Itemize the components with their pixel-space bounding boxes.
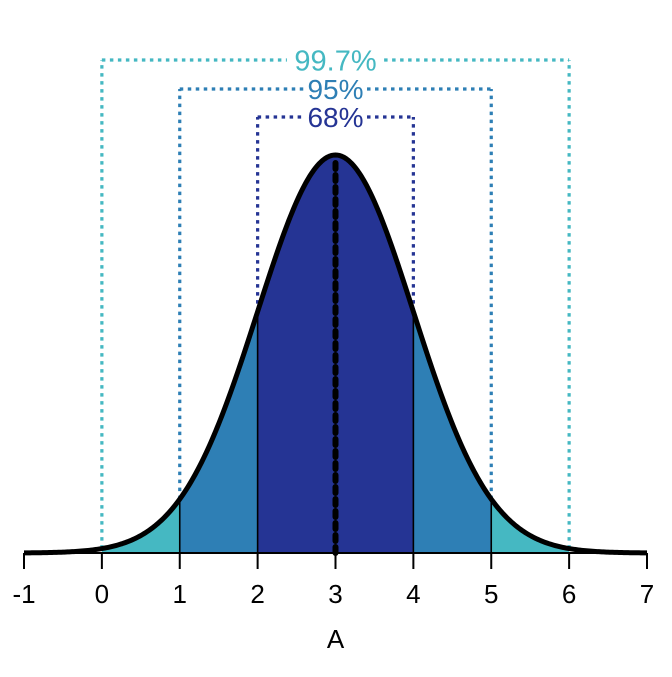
x-axis-label: A <box>327 624 345 654</box>
x-tick-label-4: 4 <box>406 579 420 609</box>
interval-bracket-layer: 99.7%95%68% <box>100 45 571 549</box>
density-curve <box>23 152 648 556</box>
x-tick-label-0: 0 <box>95 579 109 609</box>
interval-label-99-7pct: 99.7% <box>294 45 376 77</box>
x-tick-label-1: 1 <box>173 579 187 609</box>
boundary-line-layer <box>178 311 493 553</box>
x-tick-label--1: -1 <box>12 579 35 609</box>
interval-label-95pct: 95% <box>307 74 363 105</box>
x-tick-label-3: 3 <box>328 579 342 609</box>
x-tick-label-5: 5 <box>484 579 498 609</box>
x-axis: -1 0 1 2 3 4 5 6 7 <box>12 552 654 609</box>
x-tick-label-6: 6 <box>562 579 576 609</box>
interval-label-68pct: 68% <box>307 102 363 133</box>
x-tick-label-7: 7 <box>640 579 654 609</box>
density-curve-layer <box>23 152 648 556</box>
x-tick-label-2: 2 <box>250 579 264 609</box>
